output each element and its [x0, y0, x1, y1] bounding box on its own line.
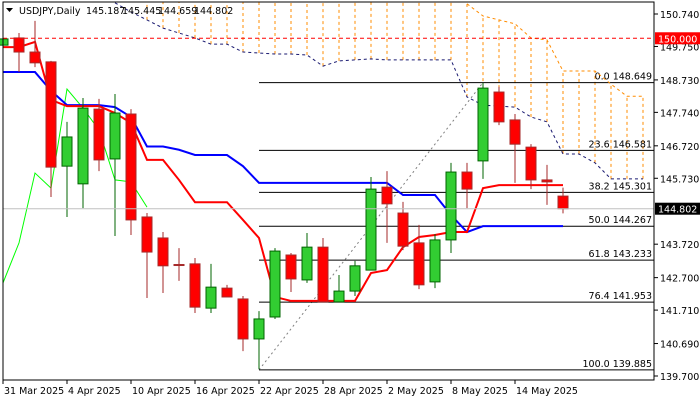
bullish-candle	[205, 286, 217, 309]
ohlc-high: 145.445	[122, 6, 161, 17]
price-tick-label: 142.700	[660, 274, 699, 285]
bearish-candle	[397, 212, 409, 247]
bullish-candle	[269, 250, 281, 318]
ohlc-low: 144.659	[158, 6, 197, 17]
price-tick-label: 149.750	[660, 42, 699, 53]
bearish-candle	[525, 146, 537, 181]
candles	[0, 20, 569, 370]
fib-level-label: 61.8 143.233	[589, 249, 652, 260]
level-150-badge	[655, 32, 700, 45]
level-150-label: 150.000	[658, 34, 697, 45]
bearish-candle	[141, 216, 153, 253]
fib-level-label: 50.0 144.267	[589, 215, 652, 226]
bullish-candle	[365, 188, 377, 271]
bullish-candle	[445, 171, 457, 241]
time-tick-label: 10 Apr 2025	[132, 386, 191, 397]
bullish-candle	[61, 136, 73, 167]
price-tick-label: 148.730	[660, 76, 699, 87]
bearish-candle	[173, 264, 185, 267]
fibonacci-retracement[interactable]: 0.0 148.649 23.6 146.581 38.2 145.301 50.0 …	[258, 72, 654, 371]
time-tick-label: 16 Apr 2025	[196, 386, 255, 397]
time-tick-label: 4 Apr 2025	[68, 386, 121, 397]
bearish-candle	[237, 298, 249, 340]
time-tick-label: 31 Mar 2025	[4, 386, 64, 397]
time-tick-label: 2 May 2025	[388, 386, 444, 397]
price-tick-label: 143.720	[660, 240, 699, 251]
tenkan-sen-line	[3, 40, 563, 302]
time-tick-label: 28 Apr 2025	[324, 386, 383, 397]
price-tick-label: 146.720	[660, 142, 699, 153]
price-axis: 150.740 149.750 148.730 147.740 146.720 145.7…	[654, 10, 700, 383]
bearish-candle	[189, 263, 201, 308]
fib-level-label: 23.6 146.581	[589, 139, 652, 150]
senkou-span-b-line	[466, 3, 643, 97]
price-tick-label: 147.740	[660, 108, 699, 119]
bearish-candle	[157, 237, 169, 267]
bearish-candle	[493, 91, 505, 123]
bearish-candle	[29, 51, 41, 64]
fib-level-label: 100.0 139.885	[582, 359, 652, 370]
bearish-candle	[221, 287, 233, 298]
senkou-span-a-line	[114, 2, 643, 180]
bearish-candle	[93, 108, 105, 161]
bullish-candle	[477, 87, 489, 162]
time-tick-label: 14 May 2025	[516, 386, 578, 397]
ohlc-open: 145.187	[86, 6, 125, 17]
bullish-candle	[429, 239, 441, 283]
bearish-candle	[461, 171, 473, 190]
chikou-span-line	[3, 87, 148, 284]
bearish-candle	[317, 246, 329, 303]
fib-level-label: 38.2 145.301	[589, 181, 652, 192]
price-tick-label: 139.700	[660, 372, 699, 383]
current-price-badge	[655, 202, 700, 215]
bearish-candle	[413, 242, 425, 286]
bullish-candle	[77, 107, 89, 185]
time-tick-label: 8 May 2025	[452, 386, 508, 397]
bearish-candle	[285, 254, 297, 280]
bearish-candle	[541, 179, 553, 183]
price-tick-label: 150.740	[660, 10, 699, 21]
bullish-candle	[109, 112, 121, 160]
current-price-label: 144.802	[658, 205, 697, 216]
price-tick-label: 145.730	[660, 174, 699, 185]
plot-frame	[2, 1, 655, 381]
time-tick-label: 22 Apr 2025	[260, 386, 319, 397]
bearish-candle	[509, 119, 521, 145]
price-tick-label: 141.710	[660, 306, 699, 317]
horizontal-levels	[3, 37, 654, 210]
indicator-lines	[3, 2, 643, 302]
bearish-candle	[557, 195, 569, 210]
fib-trend-line	[258, 82, 484, 371]
bearish-candle	[45, 61, 57, 168]
bullish-candle	[349, 265, 361, 292]
chart-header: USDJPY,Daily 145.187 145.445 144.659 144…	[6, 6, 233, 17]
bullish-candle	[301, 246, 313, 281]
symbol-timeframe: USDJPY,Daily	[19, 6, 81, 17]
dropdown-triangle-icon[interactable]	[6, 8, 13, 12]
bearish-candle	[381, 186, 393, 205]
bullish-candle	[253, 318, 265, 340]
ohlc-close: 144.802	[194, 6, 233, 17]
bullish-candle	[0, 38, 9, 46]
fib-level-label: 0.0 148.649	[595, 72, 652, 83]
bearish-candle	[13, 37, 25, 53]
ichimoku-cloud	[146, 2, 644, 179]
fib-level-label: 76.4 141.953	[589, 291, 652, 302]
bearish-candle	[125, 113, 137, 221]
time-axis: 31 Mar 2025 4 Apr 2025 10 Apr 2025 16 Apr 2…	[2, 380, 578, 397]
price-tick-label: 140.690	[660, 340, 699, 351]
bullish-candle	[333, 290, 345, 303]
